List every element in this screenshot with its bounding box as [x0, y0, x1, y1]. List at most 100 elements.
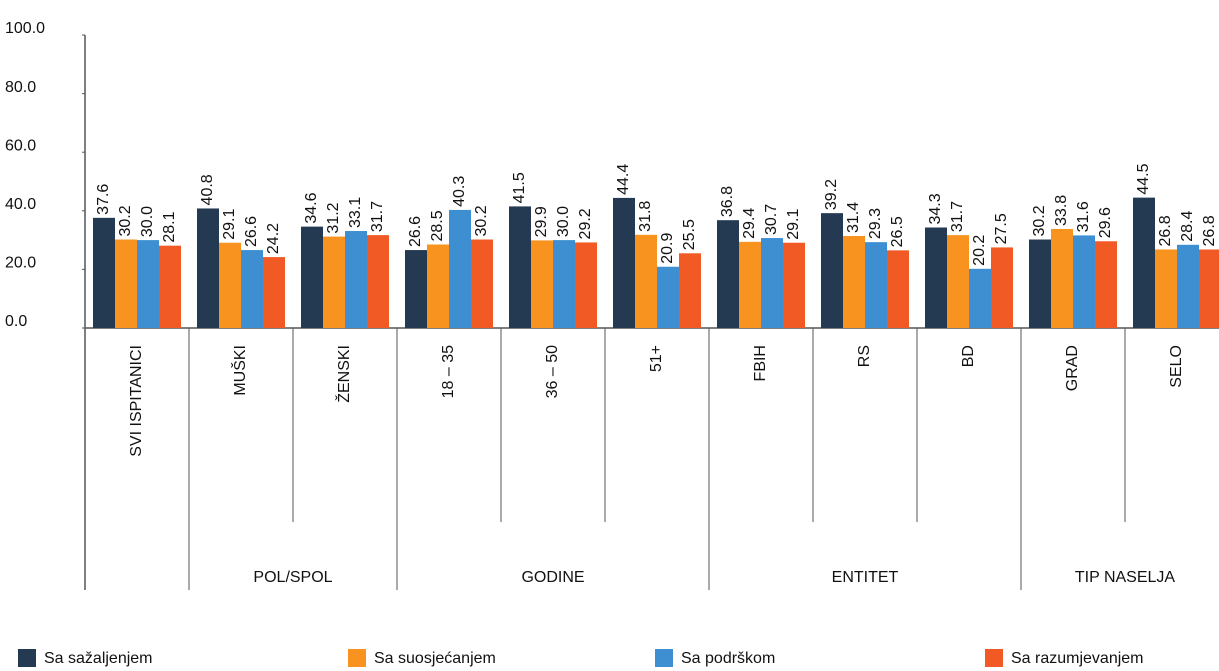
x-tick-label: MUŠKI — [230, 345, 249, 396]
y-tick-label: 100.0 — [5, 20, 45, 37]
bar — [783, 242, 805, 328]
x-tick-label: FBIH — [752, 345, 769, 381]
value-label: 29.2 — [577, 208, 594, 239]
bar — [137, 240, 159, 328]
bar — [471, 239, 493, 328]
bar — [301, 226, 323, 328]
bar — [1133, 197, 1155, 328]
value-label: 27.5 — [993, 213, 1010, 244]
value-label: 25.5 — [681, 219, 698, 250]
value-label: 29.3 — [867, 208, 884, 239]
value-label: 41.5 — [511, 172, 528, 203]
value-label: 31.8 — [637, 201, 654, 232]
value-label: 31.7 — [949, 201, 966, 232]
value-label: 40.8 — [199, 174, 216, 205]
bar — [427, 244, 449, 328]
y-tick-label: 0.0 — [5, 313, 27, 330]
bar — [1199, 249, 1219, 328]
value-label: 26.6 — [243, 216, 260, 247]
bar — [115, 239, 137, 328]
value-label: 44.5 — [1135, 163, 1152, 194]
bar — [635, 234, 657, 328]
bar — [739, 241, 761, 328]
bar — [821, 213, 843, 328]
legend-swatch — [18, 649, 36, 667]
value-label: 28.1 — [161, 211, 178, 242]
value-label: 44.4 — [615, 164, 632, 195]
legend-swatch — [985, 649, 1003, 667]
bar — [367, 235, 389, 328]
bar — [263, 257, 285, 328]
x-tick-label: SVI ISPITANICI — [128, 345, 145, 457]
legend-label: Sa suosjećanjem — [374, 650, 496, 667]
value-label: 26.8 — [1201, 215, 1218, 246]
y-tick-label: 60.0 — [5, 137, 36, 154]
bar — [657, 266, 679, 328]
value-label: 30.0 — [555, 206, 572, 237]
bar — [323, 236, 345, 328]
value-label: 20.9 — [659, 233, 676, 264]
x-tick-label: BD — [960, 345, 977, 367]
x-tick-label: 18 – 35 — [440, 345, 457, 398]
bar — [761, 238, 783, 328]
value-label: 36.8 — [719, 186, 736, 217]
value-label: 31.6 — [1075, 201, 1092, 232]
bar — [969, 268, 991, 328]
legend-label: Sa podrškom — [681, 650, 775, 667]
x-tick-label: ŽENSKI — [334, 345, 353, 403]
value-label: 29.6 — [1097, 207, 1114, 238]
value-label: 30.7 — [763, 204, 780, 235]
value-label: 20.2 — [971, 235, 988, 266]
group-label: GODINE — [521, 569, 584, 586]
bar — [613, 197, 635, 328]
value-label: 31.7 — [369, 201, 386, 232]
value-label: 31.4 — [845, 202, 862, 233]
bar — [991, 247, 1013, 328]
bar — [509, 206, 531, 328]
x-tick-label: RS — [856, 345, 873, 367]
value-label: 40.3 — [451, 176, 468, 207]
x-tick-label: GRAD — [1064, 345, 1081, 391]
value-label: 28.4 — [1179, 211, 1196, 242]
legend-swatch — [655, 649, 673, 667]
legend-swatch — [348, 649, 366, 667]
value-label: 37.6 — [95, 184, 112, 215]
value-label: 26.8 — [1157, 215, 1174, 246]
value-label: 30.2 — [1031, 205, 1048, 236]
value-label: 29.9 — [533, 206, 550, 237]
group-label: ENTITET — [832, 569, 899, 586]
x-tick-label: 51+ — [648, 345, 665, 372]
value-label: 33.1 — [347, 197, 364, 228]
group-label: TIP NASELJA — [1075, 569, 1176, 586]
y-tick-label: 80.0 — [5, 79, 36, 96]
x-tick-label: SELO — [1168, 345, 1185, 388]
y-tick-label: 40.0 — [5, 196, 36, 213]
group-label: POL/SPOL — [253, 569, 332, 586]
bar — [1155, 249, 1177, 328]
bar — [887, 250, 909, 328]
value-label: 29.4 — [741, 208, 758, 239]
value-label: 31.2 — [325, 202, 342, 233]
value-label: 34.3 — [927, 193, 944, 224]
bar — [575, 242, 597, 328]
bar — [925, 227, 947, 328]
y-tick-label: 20.0 — [5, 255, 36, 272]
value-label: 30.2 — [473, 205, 490, 236]
value-label: 33.8 — [1053, 195, 1070, 226]
bar — [1177, 244, 1199, 328]
bar — [219, 242, 241, 328]
bar — [843, 235, 865, 328]
value-label: 26.5 — [889, 216, 906, 247]
bar — [93, 217, 115, 328]
x-tick-label: 36 – 50 — [544, 345, 561, 398]
bar — [159, 245, 181, 328]
value-label: 39.2 — [823, 179, 840, 210]
bar — [345, 231, 367, 328]
bar — [1073, 235, 1095, 328]
value-label: 30.2 — [117, 205, 134, 236]
bar — [241, 250, 263, 328]
value-label: 30.0 — [139, 206, 156, 237]
value-label: 26.6 — [407, 216, 424, 247]
bar — [531, 240, 553, 328]
